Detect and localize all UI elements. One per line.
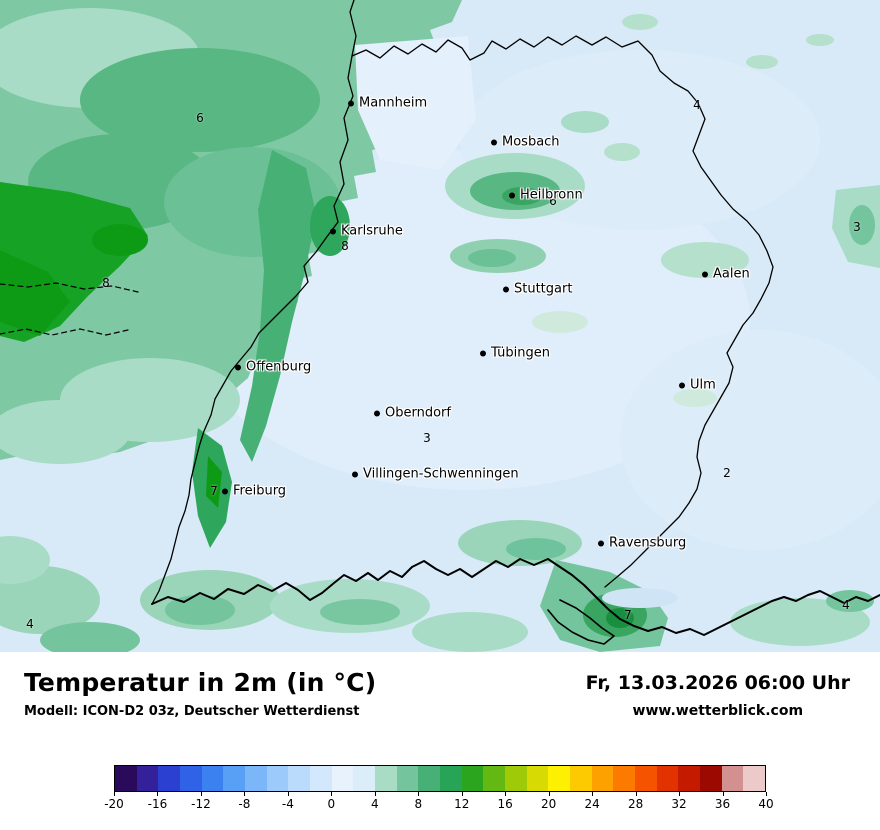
website-url: www.wetterblick.com [632,703,804,719]
legend-color-cell [245,766,267,791]
legend-tickmark [635,792,637,796]
legend-color-cell [526,766,549,791]
border-north-east [351,35,774,588]
legend-tickmark [331,792,333,796]
legend-color-cell [375,766,397,791]
forecast-datetime: Fr, 13.03.2026 06:00 Uhr [585,672,850,694]
border-south-alps [151,558,880,636]
legend-color-cell [310,766,332,791]
legend-color-cell [440,766,462,791]
legend-color-cell [483,766,506,791]
legend-tickmark [461,792,463,796]
footer-right: Fr, 13.03.2026 06:00 Uhr www.wetterblick… [586,668,850,719]
legend-color-cell [743,766,766,791]
legend-tickmark [548,792,550,796]
legend-tick-label: 16 [497,797,513,811]
legend-tick-label: -16 [147,797,168,811]
page-title: Temperatur in 2m (in °C) [24,668,377,697]
legend-tick-label: 36 [714,797,731,811]
legend-color-cell [136,766,159,791]
legend-bar [114,765,766,792]
legend-color-cell [396,766,419,791]
legend-color-cell [678,766,701,791]
legend-tick-label: -8 [238,797,251,811]
legend-color-cell [288,766,311,791]
legend-color-cell [700,766,722,791]
legend-tickmark [200,792,202,796]
legend-color-cell [656,766,679,791]
legend-tickmark [287,792,289,796]
legend-ticks: -20 -16 -12 -8 -4 0 4 8 12 16 20 24 28 32 36 40 [104,792,774,812]
legend-tick-label: 40 [758,797,774,811]
border-dashed-2 [0,328,129,336]
legend-tick-label: 32 [671,797,687,811]
legend-tickmark [722,792,724,796]
legend-tick-label: -20 [104,797,124,811]
footer: Temperatur in 2m (in °C) Modell: ICON-D2… [0,652,880,830]
temperature-legend: -20 -16 -12 -8 -4 0 4 8 12 16 20 24 28 32 36 40 [104,765,774,812]
legend-tickmark [374,792,376,796]
legend-color-cell [570,766,592,791]
legend-color-cell [115,766,137,791]
legend-tick-label: 4 [370,797,379,811]
legend-color-cell [201,766,224,791]
legend-tick-label: 28 [627,797,644,811]
legend-tickmark [244,792,246,796]
legend-tick-label: -4 [281,797,294,811]
legend-tickmark [505,792,507,796]
legend-tickmark [157,792,159,796]
legend-tick-label: 8 [414,797,423,811]
legend-color-cell [266,766,289,791]
legend-color-cell [721,766,744,791]
map-svg [0,0,880,652]
legend-tick-label: -12 [191,797,211,811]
legend-color-cell [505,766,527,791]
legend-color-cell [591,766,614,791]
legend-tickmark [679,792,681,796]
model-info: Modell: ICON-D2 03z, Deutscher Wetterdie… [24,704,360,719]
legend-color-cell [461,766,484,791]
border-west [151,55,354,605]
legend-tick-label: 0 [327,797,336,811]
legend-color-cell [180,766,202,791]
legend-color-cell [548,766,571,791]
legend-color-cell [223,766,246,791]
legend-tickmark [766,792,767,796]
legend-tickmark [592,792,594,796]
legend-color-cell [158,766,181,791]
legend-color-cell [613,766,636,791]
legend-color-cell [353,766,376,791]
legend-color-cell [418,766,441,791]
legend-tickmark [114,792,115,796]
legend-tick-label: 24 [584,797,600,811]
footer-left: Temperatur in 2m (in °C) Modell: ICON-D2… [24,668,376,719]
legend-tick-label: 20 [541,797,557,811]
green-region-blackforest [240,150,316,462]
legend-tickmark [418,792,420,796]
legend-color-cell [331,766,354,791]
legend-color-cell [635,766,657,791]
legend-tick-label: 12 [454,797,470,811]
border-dashed-1 [0,282,139,293]
